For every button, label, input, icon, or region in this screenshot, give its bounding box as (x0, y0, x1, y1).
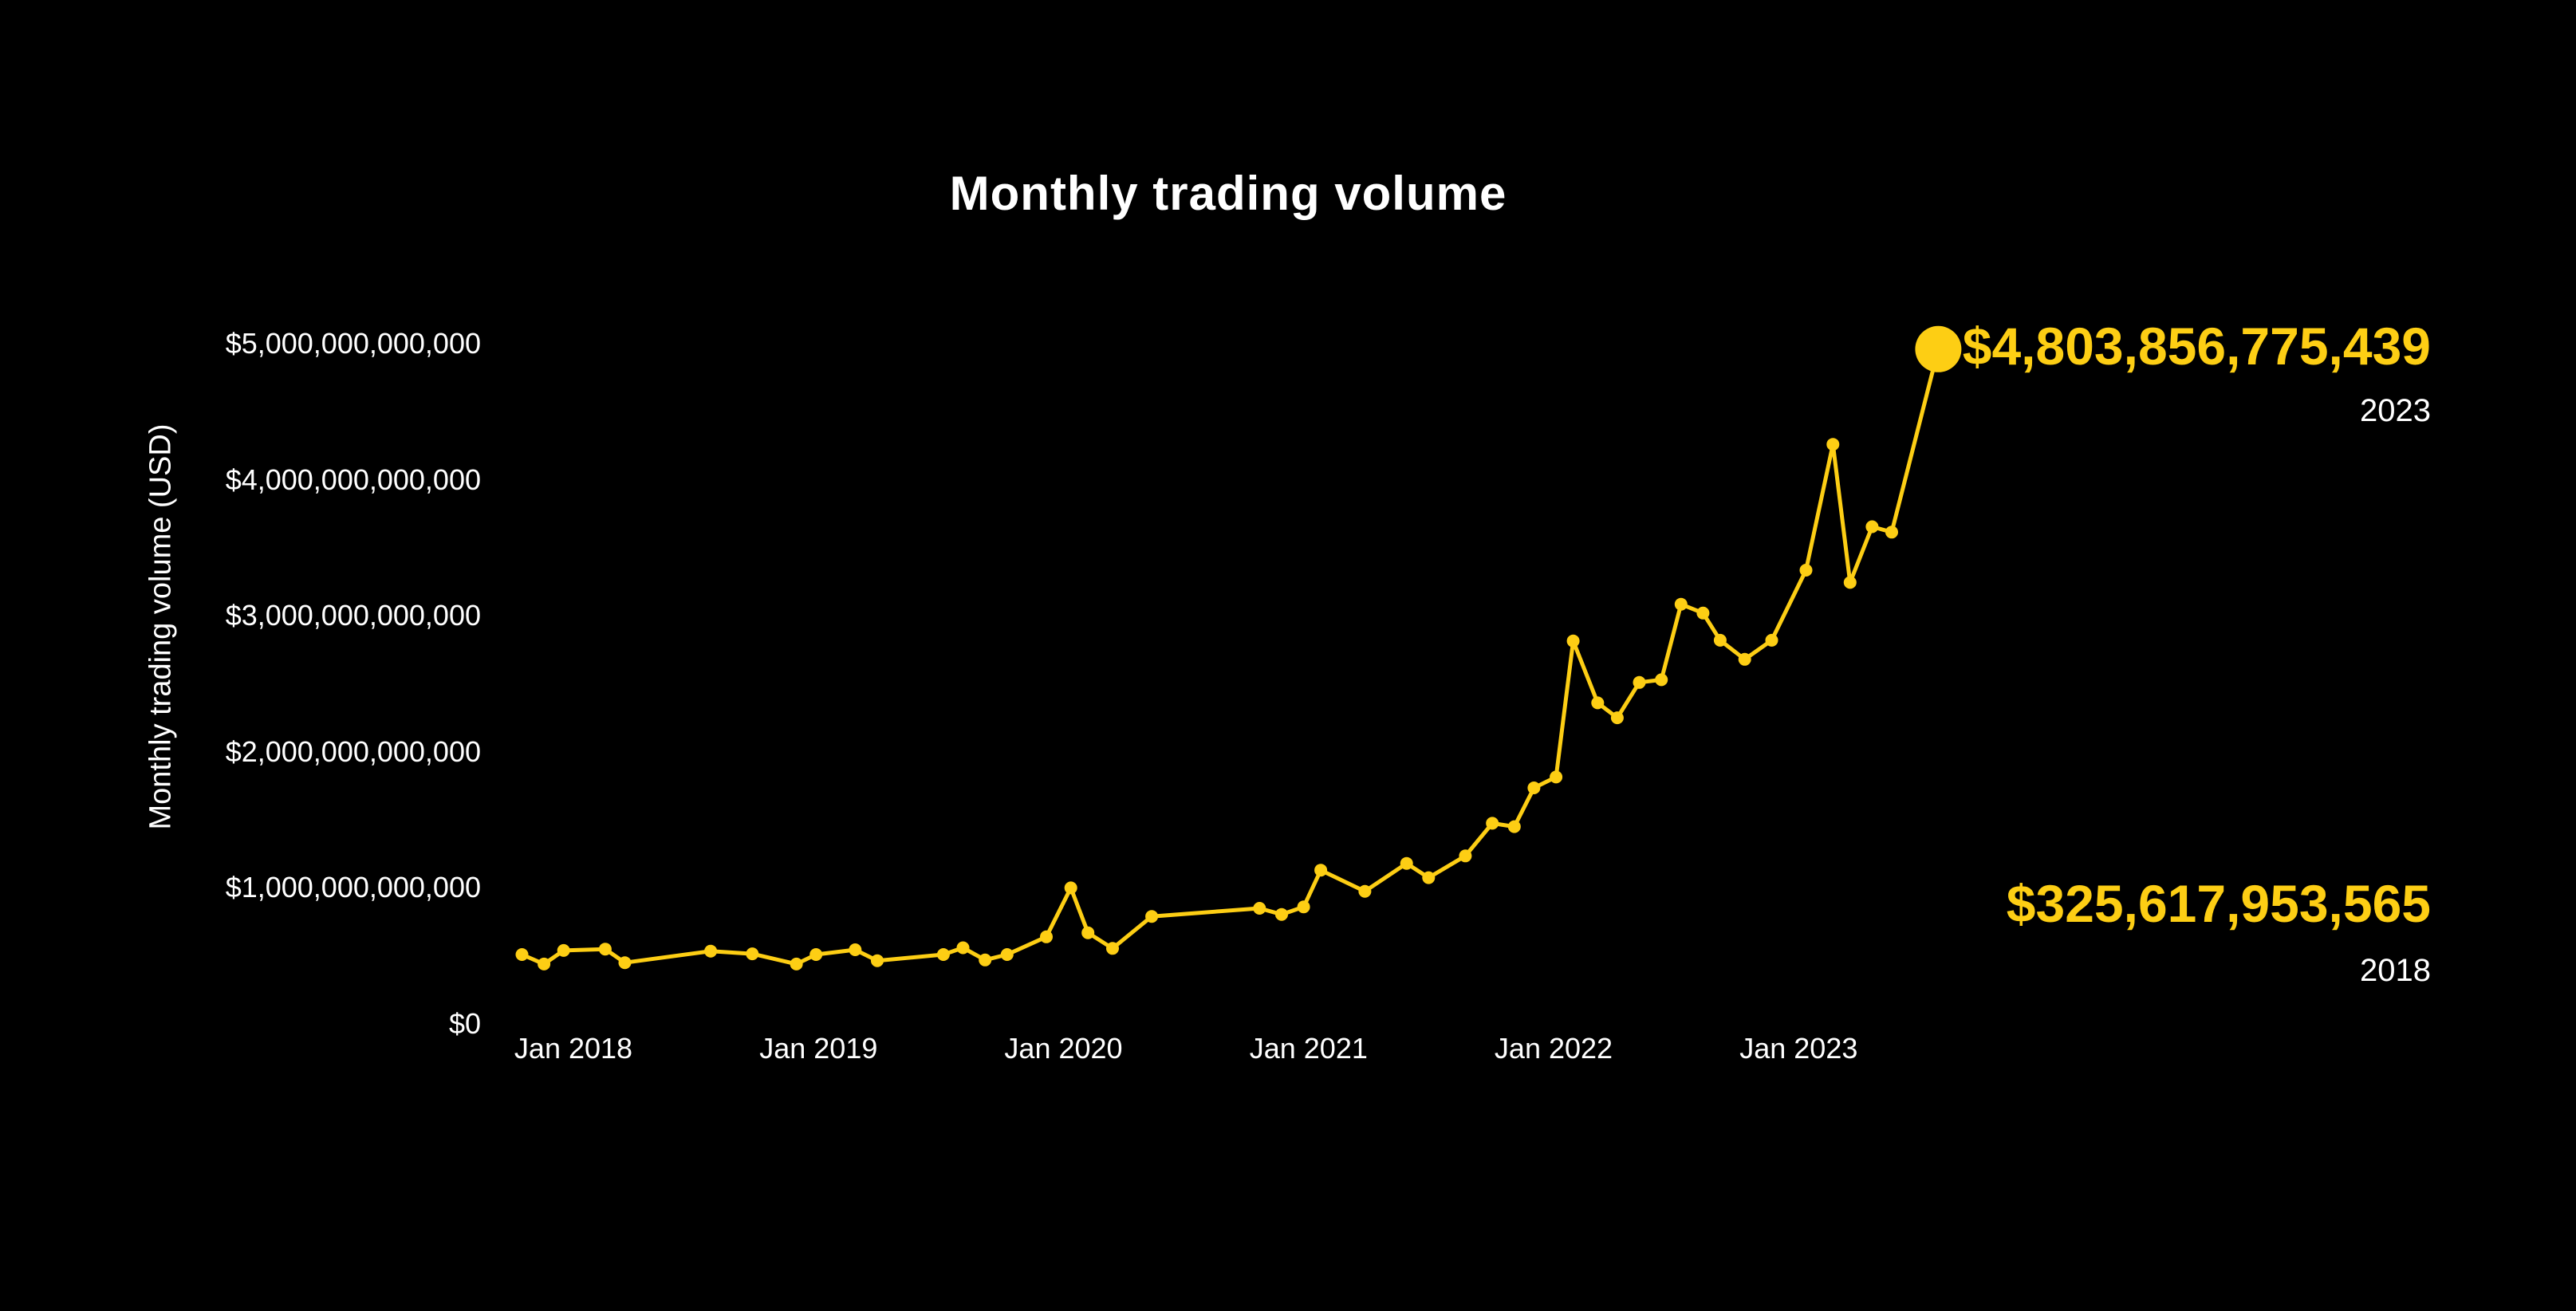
data-point (515, 948, 529, 961)
data-point (1696, 606, 1710, 620)
data-point (1253, 902, 1266, 915)
data-point (1527, 781, 1541, 794)
data-point (1826, 438, 1840, 451)
data-point (1000, 948, 1014, 961)
data-point (1358, 884, 1372, 898)
annotation-baseline-year: 2018 (2360, 953, 2431, 988)
data-point (746, 947, 759, 961)
data-point (1106, 942, 1119, 955)
annotation-latest-year: 2023 (2360, 393, 2431, 428)
x-tick-label: Jan 2019 (759, 1032, 878, 1065)
data-point (538, 957, 551, 970)
data-point (979, 953, 992, 967)
data-point (1591, 696, 1605, 710)
data-point (1799, 564, 1813, 577)
x-tick-label: Jan 2023 (1739, 1032, 1858, 1065)
data-point (1713, 633, 1727, 647)
data-point (790, 957, 803, 970)
data-point (936, 948, 950, 961)
data-point (1400, 856, 1413, 870)
x-tick-label: Jan 2018 (514, 1032, 633, 1065)
data-point (618, 956, 632, 970)
data-point (1507, 820, 1521, 833)
y-tick-label: $2,000,000,000,000 (225, 734, 481, 768)
x-tick-label: Jan 2021 (1249, 1032, 1368, 1065)
trend-line (520, 347, 1940, 967)
y-tick-label: $1,000,000,000,000 (225, 871, 481, 904)
data-point (1081, 926, 1095, 939)
data-point (1610, 711, 1624, 725)
data-point (1064, 881, 1077, 895)
end-data-point (1915, 325, 1962, 372)
data-point (704, 944, 718, 958)
data-point (557, 943, 570, 957)
data-point (1297, 900, 1310, 914)
data-point (1145, 910, 1159, 923)
y-tick-label: $3,000,000,000,000 (225, 599, 481, 632)
y-tick-label: $5,000,000,000,000 (225, 327, 481, 360)
y-tick-label: $4,000,000,000,000 (225, 463, 481, 496)
data-point (1865, 520, 1879, 533)
data-point (1550, 770, 1563, 784)
data-point (1566, 634, 1580, 648)
data-point (1674, 597, 1688, 611)
data-point (1738, 652, 1751, 666)
data-point (1459, 849, 1472, 863)
data-point (1633, 675, 1646, 689)
data-point (1422, 871, 1436, 884)
data-point (598, 943, 612, 956)
chart-title: Monthly trading volume (949, 167, 1507, 220)
data-point (1765, 633, 1778, 647)
x-tick-label: Jan 2022 (1494, 1032, 1613, 1065)
data-point (1275, 907, 1288, 921)
data-point (1314, 864, 1328, 877)
data-point (1655, 673, 1668, 687)
x-tick-label: Jan 2020 (1004, 1032, 1123, 1065)
data-point (809, 948, 823, 961)
data-point (956, 941, 970, 955)
data-point (1040, 930, 1053, 943)
annotation-latest-value: $4,803,856,775,439 (1962, 317, 2431, 376)
data-point (871, 954, 884, 967)
y-tick-label: $0 (448, 1007, 481, 1040)
data-point (1885, 526, 1898, 539)
data-point (849, 943, 862, 956)
data-point (1843, 576, 1857, 589)
annotation-baseline-value: $325,617,953,565 (2006, 874, 2431, 933)
data-point (1486, 817, 1499, 830)
